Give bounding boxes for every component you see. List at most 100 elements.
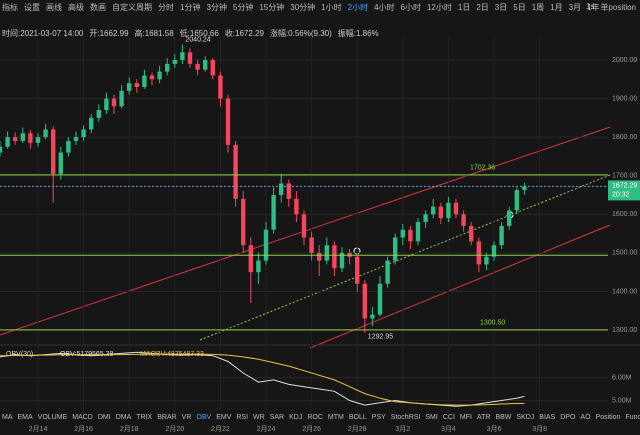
indicator-tab[interactable]: KDJ	[289, 414, 303, 421]
indicator-tab[interactable]: VR	[181, 414, 192, 421]
pane-title: OBV(30)	[6, 351, 33, 358]
toolbar-button[interactable]: 数画	[90, 3, 106, 12]
info-change: 涨幅:0.56%(9.30)	[269, 29, 332, 38]
indicator-tab[interactable]: DPO	[560, 414, 576, 421]
period-button[interactable]: 3月	[568, 3, 582, 12]
candle-body	[66, 141, 71, 153]
x-tick-label: 3月2	[395, 425, 410, 433]
candle-body	[469, 225, 474, 242]
indicator-tab[interactable]: PSY	[371, 414, 386, 421]
indicator-tab[interactable]: TRIX	[136, 414, 153, 421]
x-tick-label: 2月22	[211, 425, 230, 433]
period-button[interactable]: 30分钟	[290, 3, 316, 12]
toolbar-button[interactable]: 单position	[600, 3, 636, 12]
candle-body	[134, 83, 139, 87]
y-tick-label: 5.00M	[612, 397, 632, 404]
price-countdown: 20:32	[612, 191, 630, 198]
candle-body	[104, 98, 109, 111]
indicator-tab[interactable]: BRAR	[157, 414, 177, 421]
candle-body	[423, 214, 428, 223]
indicator-tab[interactable]: OBV	[196, 414, 212, 421]
indicator-tab[interactable]: SKDJ	[516, 414, 535, 421]
indicator-tab[interactable]: SAR	[269, 414, 285, 421]
candle-body	[400, 229, 405, 238]
indicator-tab[interactable]: VOLUME	[37, 414, 68, 421]
indicator-tab[interactable]: MFI	[459, 414, 472, 421]
indicator-tab[interactable]: DMA	[115, 414, 132, 421]
period-button[interactable]: 3分钟	[206, 3, 227, 12]
period-button[interactable]: 自定义周期	[112, 3, 152, 12]
indicator-tabs: MA EMA VOLUME MACD DMI DMA TRIX BRAR VR OBV EMV RSI…	[2, 414, 640, 421]
period-button[interactable]: 5日	[513, 3, 526, 12]
indicator-tab[interactable]: AO	[580, 414, 591, 421]
candle-body	[157, 71, 162, 80]
indicator-tab[interactable]: Position	[595, 414, 621, 421]
period-button[interactable]: 1月	[550, 3, 563, 12]
period-button[interactable]: 1周	[531, 3, 545, 12]
x-tick-label: 3月4	[441, 425, 456, 433]
price-tag-label: 1672.29	[612, 182, 637, 189]
candle-body	[20, 133, 25, 142]
period-button[interactable]: 6小时	[400, 3, 421, 12]
toolbar-button[interactable]: 设置	[24, 3, 40, 12]
x-tick-label: 2月16	[74, 425, 93, 433]
candle-body	[476, 241, 481, 265]
indicator-tab[interactable]: EMV	[216, 414, 232, 421]
indicator-tab[interactable]: Fundflow	[625, 414, 640, 421]
indicator-tab[interactable]: WR	[253, 414, 265, 421]
candle-body	[96, 110, 101, 118]
indicator-tab[interactable]: RSI	[236, 414, 249, 421]
candle-body	[362, 283, 367, 319]
candle-body	[165, 63, 170, 72]
period-button[interactable]: 12小时	[426, 3, 452, 12]
indicator-tab[interactable]: SMI	[425, 414, 438, 421]
candle-body	[294, 198, 299, 215]
candle-body	[28, 133, 33, 143]
candle-body	[385, 260, 390, 284]
toolbar-button[interactable]: 指标	[2, 3, 18, 12]
level-label: 1300.50	[480, 320, 505, 327]
period-button[interactable]: 4小时	[374, 3, 395, 12]
period-button[interactable]: 1分钟	[180, 3, 201, 12]
info-open: 开:1662.99	[89, 29, 129, 38]
indicator-tab[interactable]: StochRSI	[390, 414, 421, 421]
indicator-tab[interactable]: BOLL	[348, 414, 367, 421]
period-button[interactable]: 2日	[476, 3, 489, 12]
y-tick-label: 1800.00	[612, 134, 637, 141]
indicator-tab[interactable]: ATR	[476, 414, 491, 421]
candle-body	[491, 245, 497, 257]
indicator-tab[interactable]: BIAS	[539, 414, 556, 421]
indicator-tab[interactable]: EMA	[17, 414, 33, 421]
toolbar-button[interactable]: 高级	[68, 3, 84, 12]
period-button[interactable]: 1小时	[321, 3, 342, 12]
indicator-tab[interactable]: BBW	[495, 414, 512, 421]
info-amplitude: 振幅:1.86%	[337, 29, 379, 38]
period-button[interactable]: 5分钟	[232, 3, 254, 12]
chart: 1300.00 1400.00 1500.00 1600.00 1700.00 1800.…	[0, 36, 640, 433]
toolbar-button[interactable]: 1s	[585, 2, 595, 11]
candle-body	[58, 152, 63, 174]
series-line	[0, 351, 525, 407]
toolbar-button[interactable]: 画线	[46, 3, 62, 12]
indicator-tab[interactable]: ROC	[307, 414, 323, 421]
x-tick-label: 2月28	[348, 425, 367, 433]
period-button[interactable]: 分时	[158, 3, 174, 12]
period-button[interactable]: 3日	[494, 3, 508, 12]
candle-body	[81, 129, 86, 138]
indicator-tab[interactable]: MTM	[327, 414, 344, 421]
info-low: 低:1650.66	[179, 29, 219, 38]
indicator-tab[interactable]: CCI	[442, 414, 455, 421]
candle-body	[370, 314, 375, 319]
candle-body	[248, 245, 253, 273]
period-button[interactable]: 1年	[587, 3, 600, 12]
candle-body	[317, 252, 322, 261]
candle-body	[271, 195, 276, 230]
level-label: 1702.36	[470, 165, 495, 172]
period-button[interactable]: 15分钟	[259, 3, 285, 12]
indicator-tab[interactable]: MACD	[72, 414, 93, 421]
indicator-tab[interactable]: DMI	[97, 414, 111, 421]
period-button[interactable]: 1日	[457, 3, 471, 12]
indicator-tab[interactable]: MA	[2, 414, 13, 421]
candle-body	[507, 210, 512, 226]
period-button[interactable]: 2小时	[347, 3, 369, 12]
